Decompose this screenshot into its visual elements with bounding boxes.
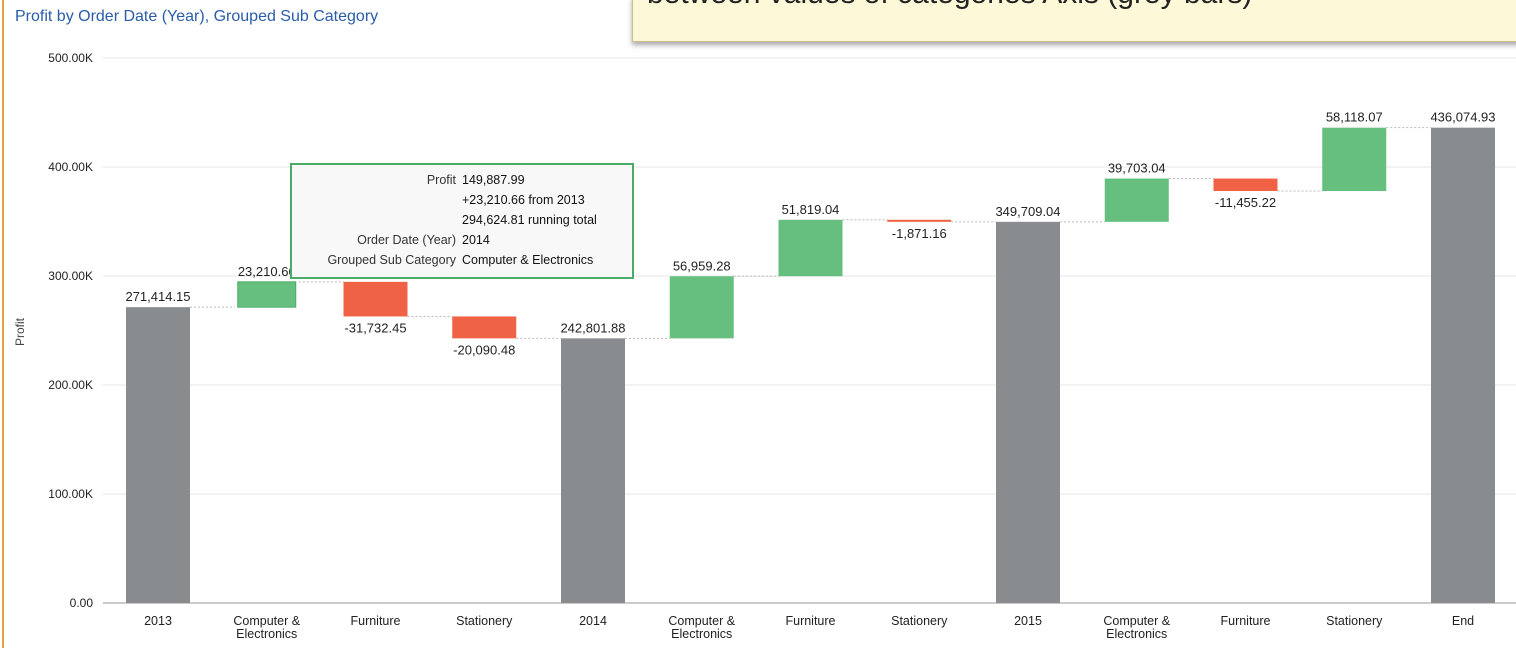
bar bbox=[996, 221, 1060, 604]
x-tick-label: 2015 bbox=[1014, 614, 1042, 628]
bar bbox=[561, 338, 625, 603]
bar bbox=[343, 281, 408, 317]
tooltip-key: Order Date (Year) bbox=[357, 233, 456, 247]
y-tick-label: 400.00K bbox=[48, 160, 93, 174]
tooltip: Profit 149,887.99 +23,210.66 from 2013 29… bbox=[290, 163, 634, 279]
data-label: -20,090.48 bbox=[453, 342, 515, 357]
y-tick-label: 200.00K bbox=[48, 378, 93, 392]
data-label: 58,118.07 bbox=[1326, 110, 1383, 125]
bar bbox=[1104, 178, 1169, 222]
data-label: 39,703.04 bbox=[1108, 161, 1166, 176]
data-label: 51,819.04 bbox=[782, 202, 840, 217]
x-tick-label: Computer & Electronics bbox=[233, 614, 301, 641]
x-tick-label: Stationery bbox=[1326, 614, 1383, 628]
x-tick-label: End bbox=[1451, 614, 1475, 628]
data-label: 56,959.28 bbox=[673, 258, 731, 273]
tooltip-value: +23,210.66 from 2013 bbox=[462, 193, 585, 207]
annotation: between values of categories Axis (grey … bbox=[647, 0, 1252, 11]
x-tick-label: Computer & Electronics bbox=[668, 614, 736, 641]
bar bbox=[1431, 127, 1495, 603]
x-tick-label: Computer & Electronics bbox=[1103, 614, 1171, 641]
bar bbox=[452, 316, 517, 339]
x-tick-label: 2013 bbox=[144, 614, 172, 628]
data-label: 349,709.04 bbox=[995, 204, 1060, 219]
bar bbox=[126, 307, 190, 603]
tooltip-value: 294,624.81 running total bbox=[462, 213, 597, 227]
bar bbox=[669, 276, 734, 339]
tooltip-value: Computer & Electronics bbox=[462, 253, 594, 267]
bar bbox=[887, 219, 952, 222]
tooltip-key: Grouped Sub Category bbox=[327, 253, 456, 267]
bar bbox=[778, 219, 843, 277]
data-label: 23,210.66 bbox=[238, 264, 296, 279]
bar bbox=[1213, 178, 1278, 192]
x-tick-label: Furniture bbox=[1220, 614, 1271, 628]
annotation-box: between values of categories Axis (grey … bbox=[632, 0, 1516, 42]
tooltip-value: 149,887.99 bbox=[462, 173, 525, 187]
x-tick-label: Furniture bbox=[350, 614, 401, 628]
y-tick-label: 300.00K bbox=[48, 269, 93, 283]
bar bbox=[237, 281, 297, 308]
data-label: -11,455.22 bbox=[1215, 195, 1276, 210]
tooltip-key: Profit bbox=[426, 173, 456, 187]
tooltip-value: 2014 bbox=[462, 233, 490, 247]
x-tick-label: Furniture bbox=[785, 614, 836, 628]
bar bbox=[1322, 127, 1387, 192]
data-label: 271,414.15 bbox=[125, 289, 190, 304]
y-tick-label: 500.00K bbox=[48, 51, 93, 65]
x-tick-label: Stationery bbox=[456, 614, 513, 628]
data-label: -1,871.16 bbox=[892, 226, 947, 241]
x-tick-label: Stationery bbox=[891, 614, 948, 628]
x-tick-label: 2014 bbox=[579, 614, 607, 628]
y-tick-label: 100.00K bbox=[48, 487, 93, 501]
y-axis-title: Profit bbox=[13, 317, 27, 346]
data-label: 436,074.93 bbox=[1430, 110, 1495, 125]
chart-title: Profit by Order Date (Year), Grouped Sub… bbox=[15, 8, 378, 25]
data-label: 242,801.88 bbox=[560, 320, 625, 335]
data-label: -31,732.45 bbox=[344, 320, 406, 335]
y-tick-label: 0.00 bbox=[70, 596, 94, 610]
